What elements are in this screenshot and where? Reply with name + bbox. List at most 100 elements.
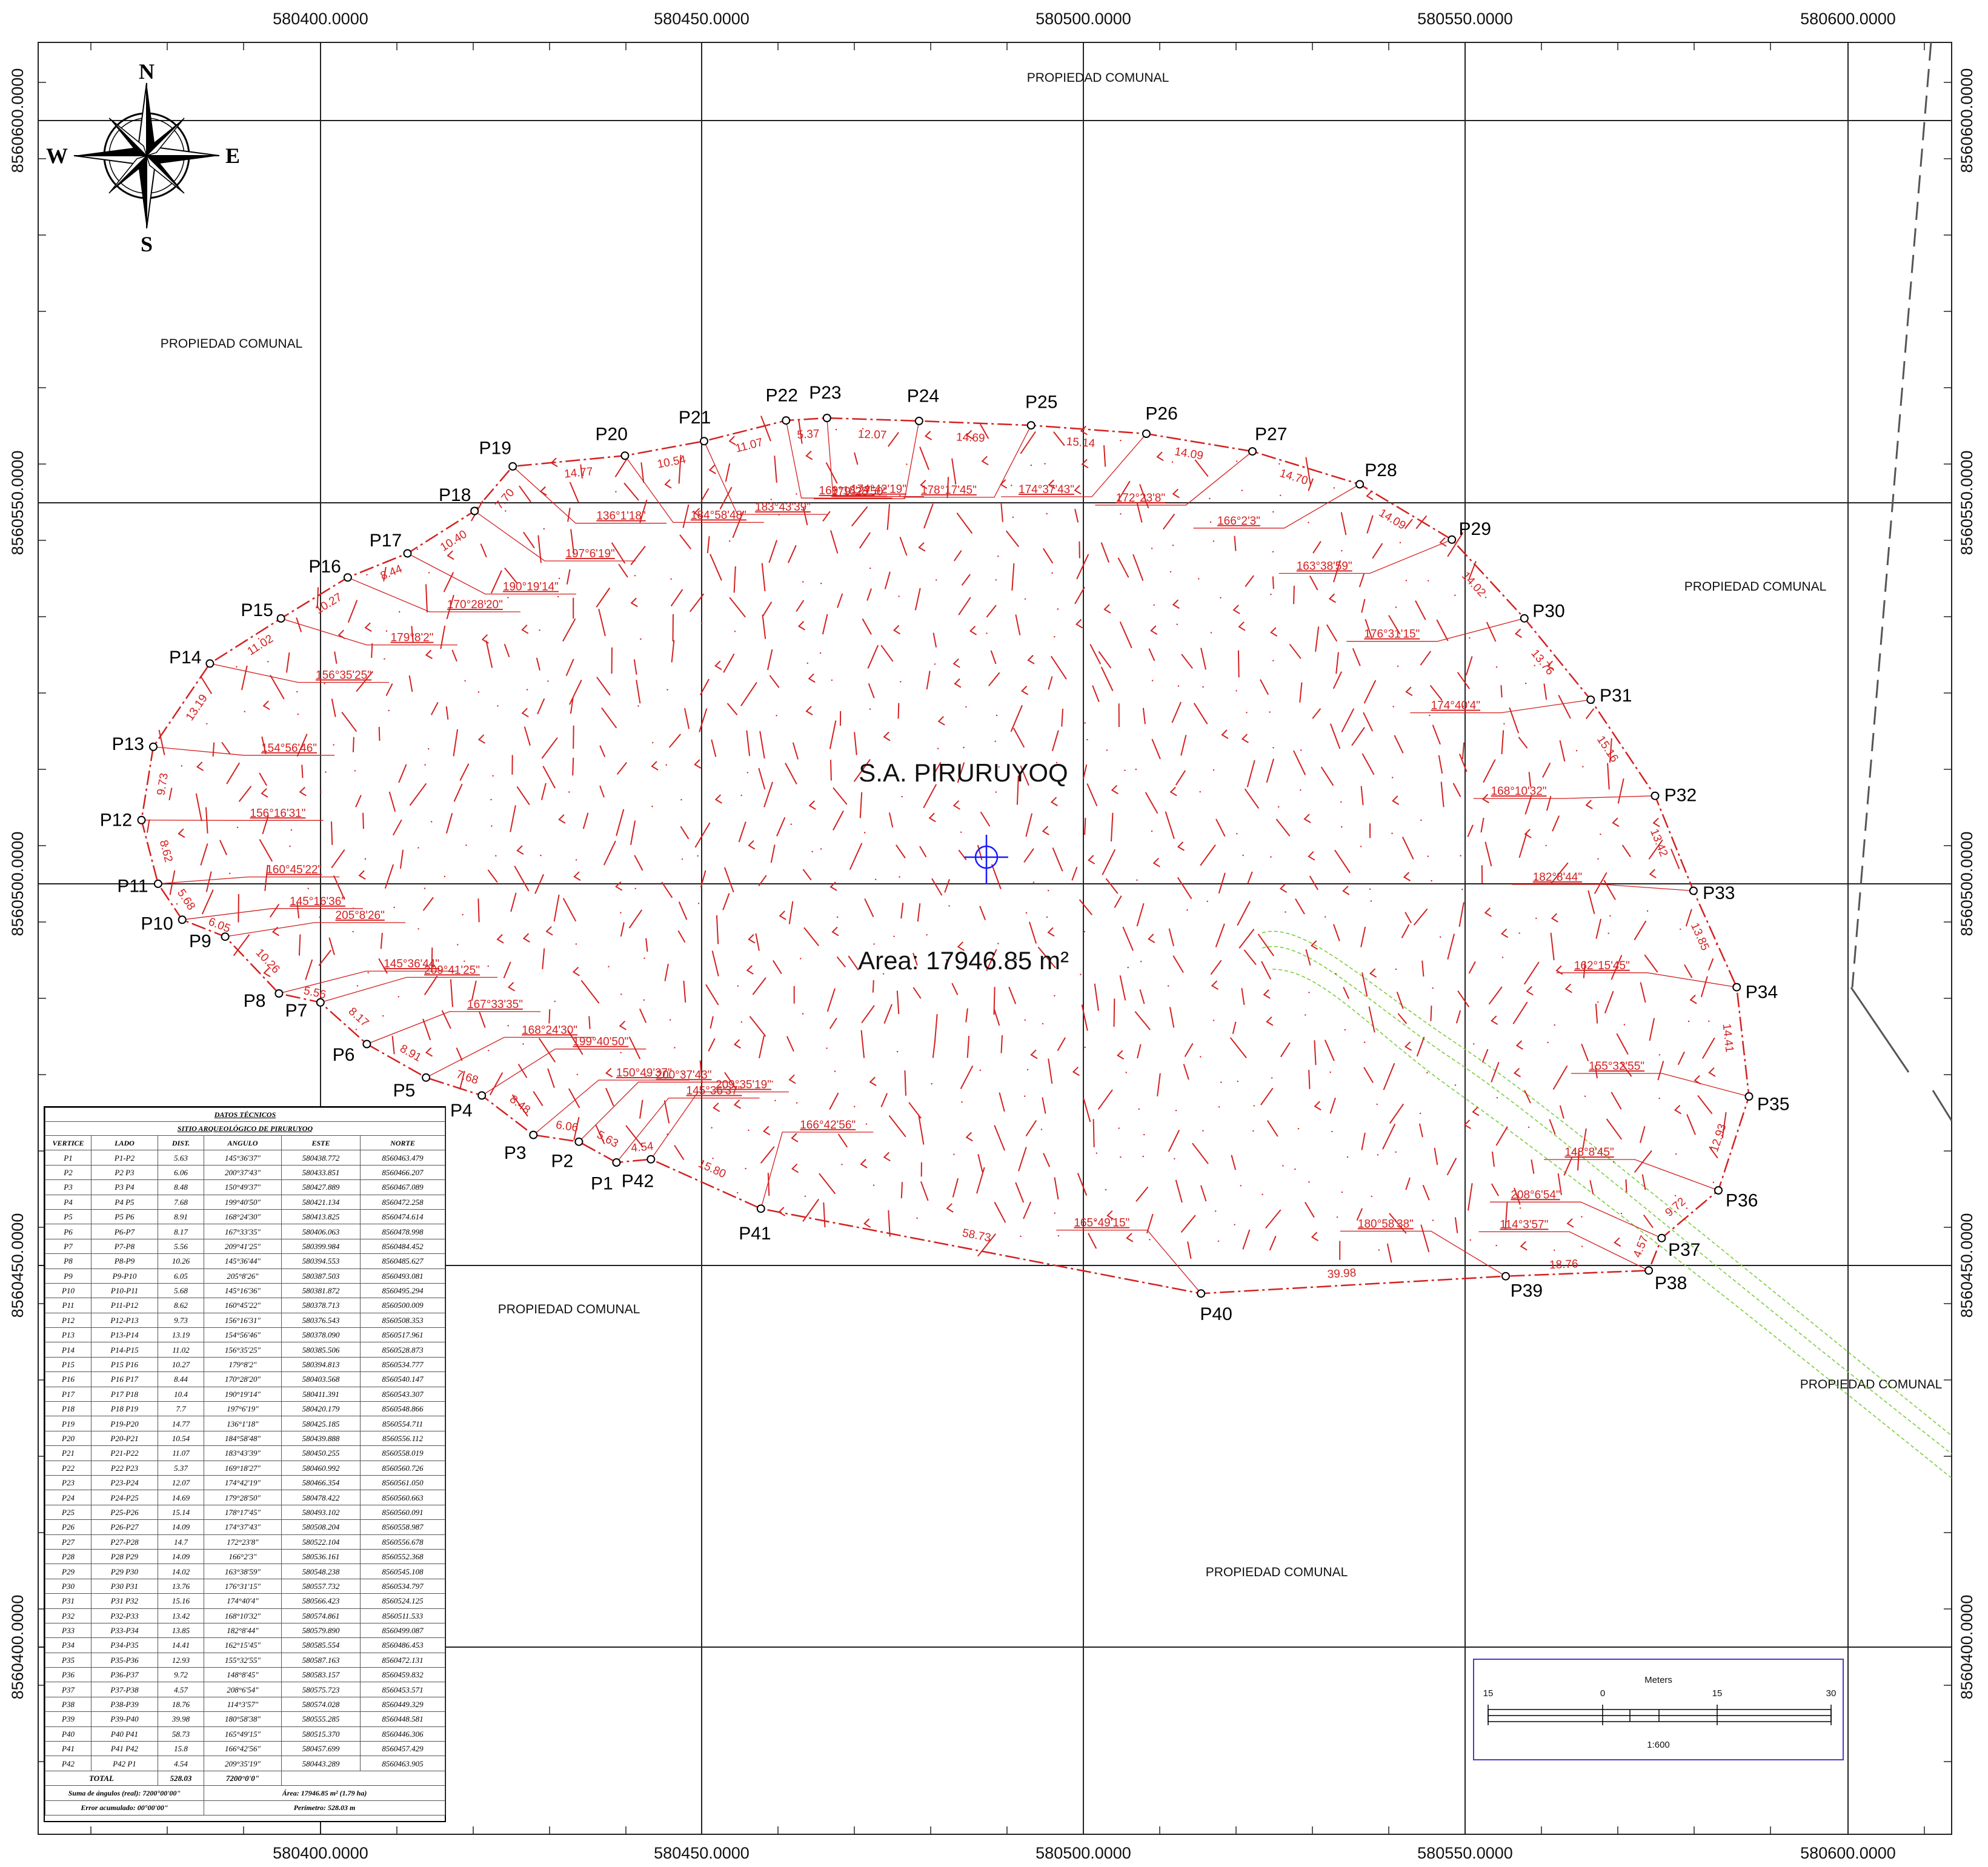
hatch-mark [1333,924,1340,941]
table-total-row: TOTAL 528.03 7200°0'0" [45,1770,446,1786]
angle-leader [153,746,335,756]
hatch-mark [1514,628,1523,638]
hatch-mark [422,1018,431,1041]
table-row: P32 P32-P33 13.42 168°10'32" 580574.861 85605… [45,1608,446,1623]
table-cell: P25 [45,1504,91,1520]
hatch-mark [1117,480,1131,502]
hatch-mark [1422,1184,1430,1201]
table-cell: 8560556.678 [359,1534,446,1550]
table-row: P23 P23-P24 12.07 174°42'19" 580466.354 85605… [45,1474,446,1491]
hatch-mark [1457,990,1470,1007]
hatch-mark [1148,934,1155,943]
hatch-mark [1389,1103,1405,1124]
hatch-mark [883,1152,891,1162]
hatch-mark [1463,1119,1471,1129]
hatch-mark [616,809,625,837]
table-subtitle: SITIO ARQUEOLÓGICO DE PIRURUYOQ [44,1121,446,1136]
hatch-mark [1181,654,1193,669]
hatch-mark [168,788,173,801]
hatch-mark [264,864,268,891]
hatch-mark [477,898,480,923]
table-cell: P2 [45,1164,91,1181]
hatch-mark [542,948,545,969]
hatch-mark [803,927,819,946]
segment-distance: 12.07 [858,428,887,442]
hatch-mark [763,781,774,807]
hatch-mark [932,761,942,776]
hatch-mark [1550,932,1555,961]
hatch-mark [1501,730,1504,754]
hatch-mark [507,1025,509,1027]
hatch-mark [1465,656,1473,675]
hatch-mark [1472,1106,1480,1116]
hatch-mark [822,511,831,522]
table-cell: 580411.391 [281,1386,361,1402]
hatch-mark [1261,961,1272,980]
hatch-mark [424,975,438,995]
hatch-mark [802,506,808,526]
hatch-mark [1452,783,1461,797]
hatch-mark [431,947,433,973]
hatch-mark [1535,878,1537,881]
hatch-mark [664,479,672,489]
hatch-mark [355,795,362,807]
hatch-mark [643,957,645,960]
hatch-mark [599,785,605,798]
angle-leader [760,1132,874,1209]
table-row: P22 P22 P23 5.37 169°18'27" 580460.992 856056… [45,1460,446,1476]
hatch-mark [1240,1185,1242,1187]
hatch-mark [1418,1123,1423,1138]
hatch-mark [672,614,674,642]
vertex-marker [1732,983,1741,992]
hatch-mark [630,820,636,845]
hatch-mark [1491,1062,1500,1083]
hatch-mark [1054,1177,1059,1200]
hatch-mark [557,595,559,598]
hatch-mark [1577,1150,1580,1171]
hatch-mark [723,867,734,893]
table-row: P15 P15 P16 10.27 179°8'2" 580394.813 8560534… [45,1356,446,1373]
hatch-mark [212,742,215,757]
hatch-mark [477,691,480,693]
table-cell: 15.14 [158,1504,204,1520]
hatch-mark [726,703,738,715]
table-cell: 8560484.452 [359,1238,446,1255]
hatch-mark [1187,1241,1192,1259]
hatch-mark [1363,712,1374,732]
hatch-mark [787,545,797,563]
table-cell: 580387.503 [281,1268,361,1284]
hatch-mark [636,680,641,704]
hatch-mark [471,980,477,1001]
hatch-mark [1136,903,1145,927]
hatch-mark [1077,1173,1088,1196]
hatch-mark [595,1124,605,1144]
hatch-mark [711,739,717,757]
hatch-mark [147,819,150,833]
hatch-mark [364,858,367,860]
hatch-mark [1383,1063,1395,1090]
hatch-mark [1309,575,1318,591]
table-cell: 14.02 [158,1564,204,1579]
hatch-mark [1331,1130,1333,1133]
hatch-mark [996,714,998,717]
hatch-mark [1080,425,1088,436]
vertex-label: P9 [189,932,211,952]
angle-leader [225,922,406,937]
hatch-mark [1000,1035,1003,1053]
hatch-mark [869,1076,877,1087]
table-cell: P26-P27 [91,1519,158,1535]
hatch-mark [1439,537,1447,547]
table-cell: 179°28'50" [204,1490,282,1505]
hatch-mark [378,726,381,741]
vertex-angle: 182°8'44" [1533,871,1582,884]
table-cell: 168°24'30" [204,1209,282,1225]
vertex-label: P39 [1511,1281,1543,1301]
easting-label: 580500.0000 [1036,10,1131,28]
hatch-mark [388,709,390,712]
vertex-marker [276,614,285,623]
hatch-mark [926,934,928,936]
hatch-mark [867,645,879,669]
vertex-angle: 165°49'15" [1074,1217,1129,1230]
hatch-mark [916,1217,918,1219]
hatch-mark [1335,652,1339,674]
